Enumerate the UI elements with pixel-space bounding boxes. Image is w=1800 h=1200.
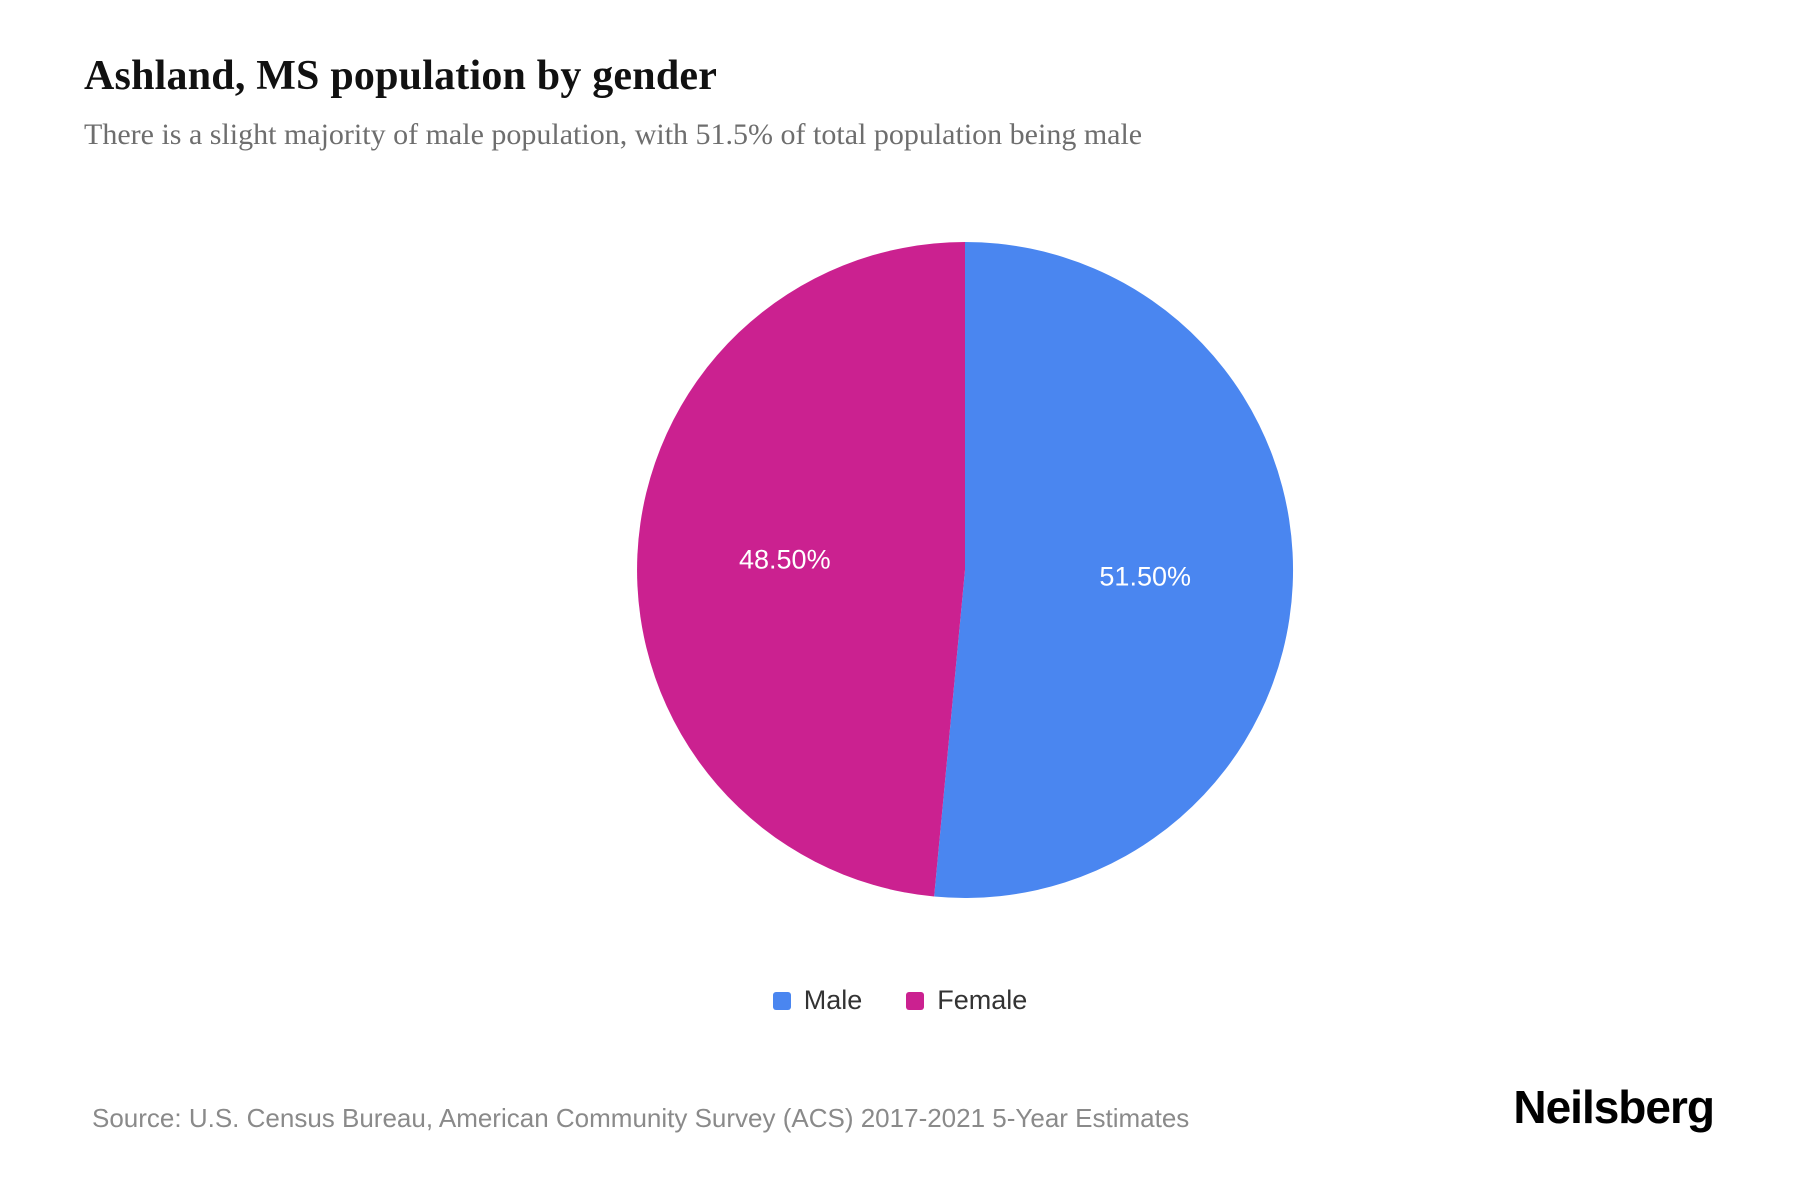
- pie-slice-male[interactable]: [934, 242, 1294, 898]
- chart-subtitle: There is a slight majority of male popul…: [84, 118, 1143, 151]
- pie-slice-female[interactable]: [637, 242, 965, 897]
- legend-label-male: Male: [803, 985, 863, 1015]
- brand-logo: Neilsberg: [1513, 1081, 1715, 1133]
- legend-swatch-male: [772, 991, 791, 1010]
- chart-title: Ashland, MS population by gender: [84, 53, 718, 99]
- pie-chart: 51.50% 48.50%: [637, 242, 1294, 898]
- legend-item-male[interactable]: Male: [772, 985, 863, 1016]
- legend: Male Female: [0, 985, 1800, 1016]
- legend-swatch-female: [906, 991, 925, 1010]
- legend-item-female[interactable]: Female: [906, 985, 1027, 1016]
- source-text: Source: U.S. Census Bureau, American Com…: [92, 1103, 1190, 1133]
- legend-label-female: Female: [937, 985, 1028, 1015]
- slice-label-male: 51.50%: [1099, 562, 1191, 592]
- slice-label-female: 48.50%: [739, 545, 831, 575]
- pie-chart-area: 51.50% 48.50%: [635, 240, 1295, 900]
